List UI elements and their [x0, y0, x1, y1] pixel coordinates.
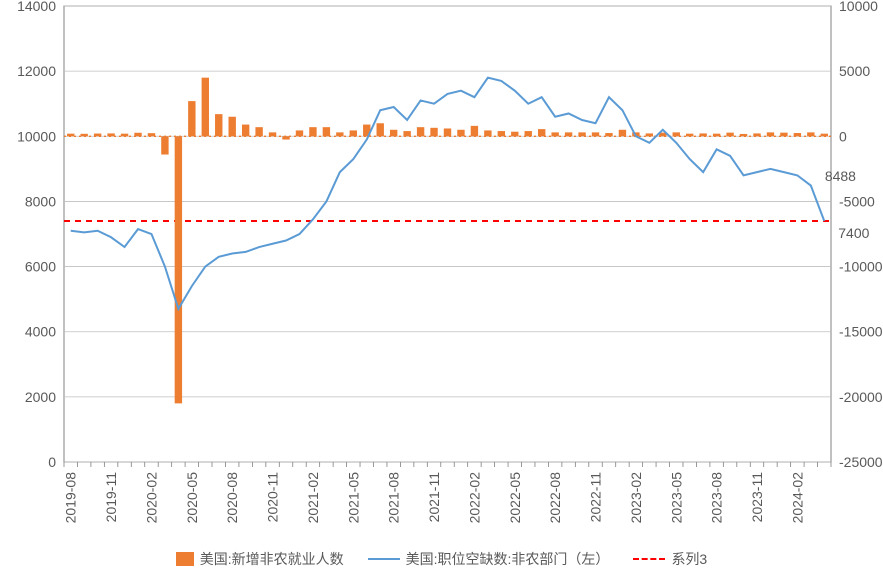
- svg-text:-25000: -25000: [839, 454, 883, 470]
- legend-item: 美国:新增非农就业人数: [176, 549, 344, 569]
- svg-text:0: 0: [839, 128, 847, 144]
- svg-text:6000: 6000: [25, 259, 56, 275]
- svg-text:10000: 10000: [17, 128, 56, 144]
- svg-text:2021-11: 2021-11: [426, 472, 442, 523]
- svg-text:5000: 5000: [839, 63, 870, 79]
- chart-svg: 0 2000 4000 6000 8000 10000 12000 14000 -25000 -2…: [0, 0, 883, 577]
- svg-text:14000: 14000: [17, 0, 56, 14]
- svg-text:8000: 8000: [25, 193, 56, 209]
- svg-text:2022-05: 2022-05: [507, 472, 523, 524]
- legend: 美国:新增非农就业人数 美国:职位空缺数:非农部门（左） 系列3: [0, 549, 883, 569]
- svg-text:2022-11: 2022-11: [588, 472, 604, 523]
- legend-item: 美国:职位空缺数:非农部门（左）: [368, 549, 610, 569]
- svg-text:2021-05: 2021-05: [345, 472, 361, 524]
- svg-text:2023-08: 2023-08: [709, 472, 725, 524]
- chart-container: 0 2000 4000 6000 8000 10000 12000 14000 -25000 -2…: [0, 0, 883, 577]
- svg-text:2023-02: 2023-02: [628, 472, 644, 524]
- svg-text:2022-02: 2022-02: [466, 472, 482, 524]
- data-label: 8488: [825, 168, 856, 184]
- svg-text:-15000: -15000: [839, 324, 883, 340]
- legend-swatch-dash: [633, 558, 665, 560]
- svg-text:2000: 2000: [25, 389, 56, 405]
- svg-text:2020-05: 2020-05: [184, 472, 200, 524]
- svg-text:2020-02: 2020-02: [143, 472, 159, 524]
- svg-text:12000: 12000: [17, 63, 56, 79]
- svg-text:2019-11: 2019-11: [103, 472, 119, 523]
- legend-item: 系列3: [633, 549, 707, 569]
- svg-text:2022-08: 2022-08: [547, 472, 563, 524]
- svg-text:2024-02: 2024-02: [789, 472, 805, 524]
- svg-text:0: 0: [48, 454, 56, 470]
- legend-swatch-line: [368, 558, 400, 560]
- svg-text:2021-08: 2021-08: [386, 472, 402, 524]
- legend-swatch-bar: [176, 552, 194, 566]
- data-label: 7400: [838, 225, 869, 241]
- svg-text:-10000: -10000: [839, 259, 883, 275]
- svg-text:2020-11: 2020-11: [265, 472, 281, 523]
- svg-text:2021-02: 2021-02: [305, 472, 321, 524]
- legend-label: 美国:职位空缺数:非农部门（左）: [406, 549, 610, 569]
- svg-text:2023-11: 2023-11: [749, 472, 765, 523]
- svg-text:10000: 10000: [839, 0, 878, 14]
- svg-text:2020-08: 2020-08: [224, 472, 240, 524]
- svg-text:2019-08: 2019-08: [63, 472, 79, 524]
- legend-label: 美国:新增非农就业人数: [200, 549, 344, 569]
- svg-text:2023-05: 2023-05: [668, 472, 684, 524]
- legend-label: 系列3: [671, 549, 707, 569]
- svg-text:-5000: -5000: [839, 193, 875, 209]
- svg-text:4000: 4000: [25, 324, 56, 340]
- svg-text:-20000: -20000: [839, 389, 883, 405]
